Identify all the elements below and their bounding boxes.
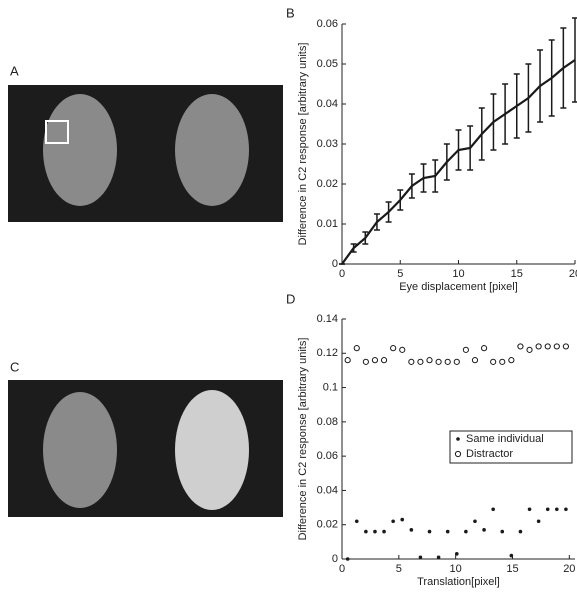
x-axis-label: Translation[pixel] xyxy=(417,576,500,588)
point xyxy=(480,345,488,352)
point xyxy=(508,357,515,364)
point xyxy=(553,343,560,350)
point xyxy=(509,553,514,558)
panel-c: C xyxy=(8,359,283,517)
x-tick-label: 20 xyxy=(563,563,575,575)
point xyxy=(382,529,386,534)
point xyxy=(482,528,486,532)
point xyxy=(380,357,388,364)
x-tick-label: 0 xyxy=(339,563,345,575)
point xyxy=(417,358,424,365)
point xyxy=(390,345,397,352)
y-tick-label: 0.02 xyxy=(317,178,338,190)
point xyxy=(371,357,379,364)
point xyxy=(362,358,369,365)
point xyxy=(562,343,570,350)
point xyxy=(364,529,368,534)
point xyxy=(400,517,405,522)
y-tick-label: 0 xyxy=(332,553,338,565)
point xyxy=(473,519,477,524)
face xyxy=(175,94,249,206)
y-tick-label: 0.06 xyxy=(317,18,338,30)
point xyxy=(399,346,406,353)
point xyxy=(426,357,433,364)
x-tick-label: 0 xyxy=(339,268,345,280)
eye-box xyxy=(45,120,69,144)
y-tick-label: 0.01 xyxy=(317,218,338,230)
point xyxy=(555,507,559,512)
x-tick-label: 20 xyxy=(569,268,577,280)
x-tick-label: 10 xyxy=(452,268,464,280)
y-tick-label: 0.04 xyxy=(317,98,338,110)
face xyxy=(43,392,117,508)
point xyxy=(545,507,550,512)
point xyxy=(500,529,505,534)
point xyxy=(435,358,442,365)
x-tick-label: 15 xyxy=(506,563,518,575)
point xyxy=(445,529,450,534)
point xyxy=(471,357,479,364)
x-tick-label: 5 xyxy=(397,268,403,280)
point xyxy=(453,358,460,365)
panel-label: A xyxy=(10,63,19,78)
point xyxy=(436,555,441,560)
x-tick-label: 5 xyxy=(396,563,402,575)
y-tick-label: 0 xyxy=(332,258,338,270)
face xyxy=(175,390,249,510)
point xyxy=(526,346,533,353)
x-axis-label: Eye displacement [pixel] xyxy=(399,281,518,293)
panel-label: C xyxy=(10,359,19,374)
point xyxy=(391,519,395,524)
point xyxy=(354,519,359,524)
point xyxy=(527,507,532,512)
x-tick-label: 10 xyxy=(450,563,462,575)
y-tick-label: 0.05 xyxy=(317,58,338,70)
y-tick-label: 0.04 xyxy=(317,484,338,496)
panel-label: D xyxy=(286,291,295,306)
point xyxy=(418,555,423,560)
legend-marker xyxy=(454,450,462,458)
legend-box xyxy=(449,430,573,464)
point xyxy=(536,519,541,524)
point xyxy=(427,529,432,534)
y-tick-label: 0.14 xyxy=(317,313,338,325)
point xyxy=(353,345,360,352)
point xyxy=(517,343,524,350)
point xyxy=(345,557,350,561)
point xyxy=(535,343,542,350)
point xyxy=(373,529,377,534)
y-tick-label: 0.02 xyxy=(317,519,338,531)
y-axis-label: Difference in C2 response [arbitrary uni… xyxy=(297,43,309,246)
y-axis-label: Difference in C2 response [arbitrary uni… xyxy=(297,338,309,541)
point xyxy=(408,358,415,365)
y-tick-label: 0.12 xyxy=(317,347,338,359)
legend-label: Distractor xyxy=(466,448,513,460)
face xyxy=(43,94,117,206)
point xyxy=(499,358,506,365)
panel-label: B xyxy=(286,5,295,20)
point xyxy=(544,343,551,350)
legend-marker xyxy=(456,437,460,441)
point xyxy=(564,507,568,512)
y-tick-label: 0.06 xyxy=(317,450,338,462)
line xyxy=(341,59,576,265)
point xyxy=(462,346,469,353)
x-tick-label: 15 xyxy=(511,268,523,280)
panel-a: A xyxy=(8,63,283,222)
point xyxy=(490,358,497,365)
y-tick-label: 0.1 xyxy=(323,381,338,393)
y-tick-label: 0.08 xyxy=(317,416,338,428)
point xyxy=(444,358,451,365)
point xyxy=(344,357,351,364)
point xyxy=(491,507,495,512)
point xyxy=(464,529,468,534)
legend-label: Same individual xyxy=(466,433,544,445)
point xyxy=(454,552,459,556)
point xyxy=(518,529,523,534)
point xyxy=(409,528,414,532)
y-tick-label: 0.03 xyxy=(317,138,338,150)
